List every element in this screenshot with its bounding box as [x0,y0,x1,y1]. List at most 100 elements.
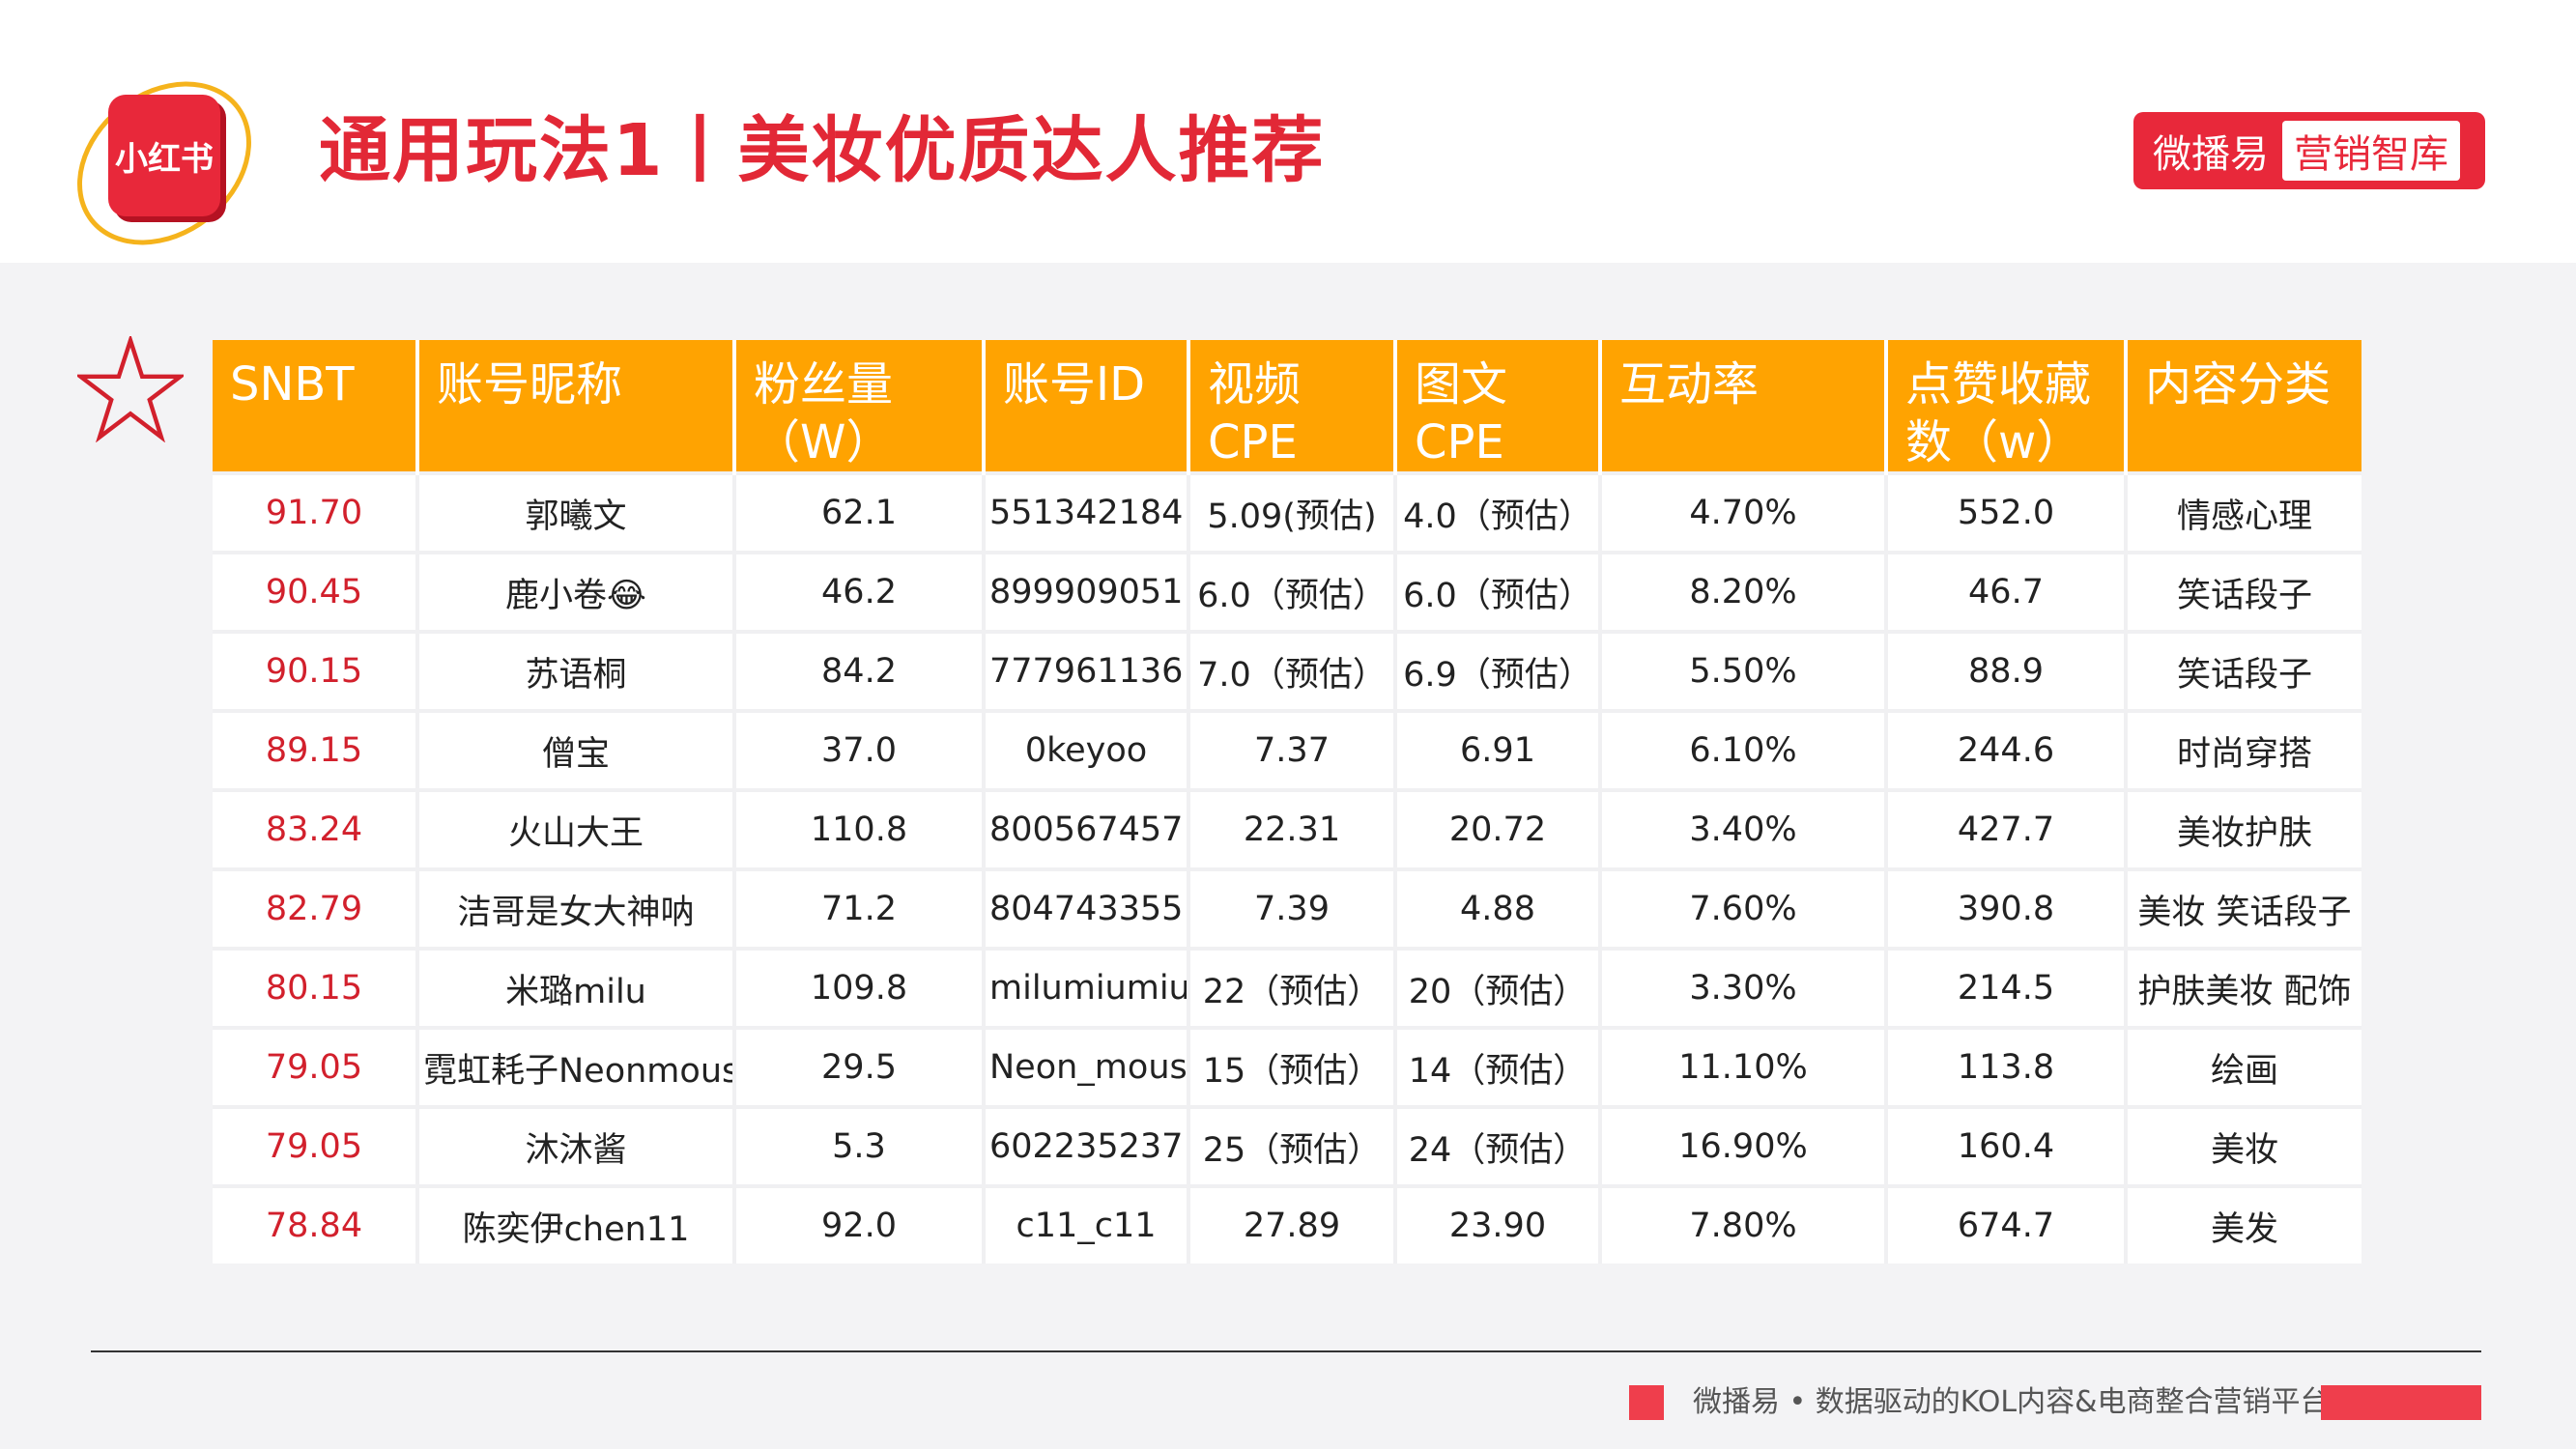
table-cell: Neon_mouse [984,1026,1190,1107]
kol-table: SNBT 账号昵称 粉丝量（W） 账号ID 视频 CPE 图文 CPE 互动率 … [213,340,2361,1264]
table-cell: 美妆 笑话段子 [2126,867,2361,949]
table-cell: 20.72 [1395,788,1602,869]
table-cell: 22（预估） [1188,947,1397,1028]
table-row: 78.84 陈奕伊chen11 92.0 c11_c11 27.89 23.90 7.80%… [213,1184,2361,1264]
table-cell: 笑话段子 [2126,551,2361,632]
table-row: 90.15 苏语桐 84.2 777961136 7.0（预估） 6.9（预估） 5.50%… [213,630,2361,711]
table-cell: 84.2 [734,630,986,711]
table-cell: 7.80% [1600,1184,1888,1264]
table-cell: 602235237 [984,1105,1190,1186]
table-cell: 4.70% [1600,471,1888,553]
brand-badge: 微播易 营销智库 [2133,112,2485,189]
table-cell: 6.0（预估） [1395,551,1602,632]
table-row: 89.15 僧宝 37.0 0keyoo 7.37 6.91 6.10% 244.6 时尚穿搭 [213,709,2361,790]
column-header: 互动率 [1600,340,1888,473]
table-cell: 24（预估） [1395,1105,1602,1186]
table-cell: 804743355 [984,867,1190,949]
table-cell: 6.9（预估） [1395,630,1602,711]
table-row: 83.24 火山大王 110.8 800567457 22.31 20.72 3.40% 42… [213,788,2361,869]
table-cell: 3.30% [1600,947,1888,1028]
table-cell: 郭曦文 [417,471,736,553]
table-cell: 6.0（预估） [1188,551,1397,632]
table-row: 79.05 沐沐酱 5.3 602235237 25（预估） 24（预估） 16.90% 16… [213,1105,2361,1186]
snbt-cell: 82.79 [213,867,419,949]
table-cell: 6.91 [1395,709,1602,790]
snbt-cell: 90.45 [213,551,419,632]
table-cell: 5.50% [1600,630,1888,711]
snbt-cell: 90.15 [213,630,419,711]
table-cell: 绘画 [2126,1026,2361,1107]
xiaohongshu-logo: 小红书 [44,47,284,279]
table-cell: 时尚穿搭 [2126,709,2361,790]
table-cell: 92.0 [734,1184,986,1264]
table-row: 90.45 鹿小卷😂 46.2 899909051 6.0（预估） 6.0（预估） 8.20… [213,551,2361,632]
table-cell: 15（预估） [1188,1026,1397,1107]
table-cell: 20（预估） [1395,947,1602,1028]
table-cell: 8.20% [1600,551,1888,632]
table-row: 82.79 洁哥是女大神呐 71.2 804743355 7.39 4.88 7.60% 39… [213,867,2361,949]
footer-square-icon [1629,1385,1664,1420]
star-icon [77,336,184,442]
table-cell: 陈奕伊chen11 [417,1184,736,1264]
snbt-cell: 79.05 [213,1105,419,1186]
table-cell: 16.90% [1600,1105,1888,1186]
footer-text: 微播易 • 数据驱动的KOL内容&电商整合营销平台 [1693,1385,2330,1419]
column-header: 图文 CPE [1395,340,1602,473]
table-cell: 7.60% [1600,867,1888,949]
table-cell: 4.0（预估） [1395,471,1602,553]
snbt-cell: 78.84 [213,1184,419,1264]
table-cell: 552.0 [1886,471,2128,553]
table-cell: 214.5 [1886,947,2128,1028]
table-cell: 46.7 [1886,551,2128,632]
column-header: SNBT [213,340,419,473]
table-cell: 88.9 [1886,630,2128,711]
column-header: 账号ID [984,340,1190,473]
table-cell: 7.0（预估） [1188,630,1397,711]
table-cell: 390.8 [1886,867,2128,949]
table-row: 91.70 郭曦文 62.1 551342184 5.09(预估) 4.0（预估） 4.70… [213,471,2361,553]
table-cell: 苏语桐 [417,630,736,711]
table-cell: 情感心理 [2126,471,2361,553]
table-cell: 23.90 [1395,1184,1602,1264]
table-cell: 14（预估） [1395,1026,1602,1107]
snbt-cell: 91.70 [213,471,419,553]
table-cell: 160.4 [1886,1105,2128,1186]
column-header: 粉丝量（W） [734,340,986,473]
table-cell: 4.88 [1395,867,1602,949]
table-cell: 46.2 [734,551,986,632]
table-cell: 沐沐酱 [417,1105,736,1186]
table-cell: 71.2 [734,867,986,949]
table-cell: 7.37 [1188,709,1397,790]
table-cell: 火山大王 [417,788,736,869]
table-cell: 113.8 [1886,1026,2128,1107]
table-cell: 鹿小卷😂 [417,551,736,632]
brand-name: 微播易 [2153,132,2269,177]
snbt-cell: 89.15 [213,709,419,790]
table-cell: 0keyoo [984,709,1190,790]
table-cell: 551342184 [984,471,1190,553]
logo-badge: 小红书 [108,95,220,216]
table-cell: 7.39 [1188,867,1397,949]
table-cell: 674.7 [1886,1184,2128,1264]
table-cell: 800567457 [984,788,1190,869]
column-header: 点赞收藏数（w） [1886,340,2128,473]
table-header-row: SNBT 账号昵称 粉丝量（W） 账号ID 视频 CPE 图文 CPE 互动率 … [213,340,2361,473]
table-cell: 777961136 [984,630,1190,711]
table-cell: 洁哥是女大神呐 [417,867,736,949]
table-cell: 22.31 [1188,788,1397,869]
footer-bar [2321,1385,2481,1420]
table-cell: 109.8 [734,947,986,1028]
table-cell: 笑话段子 [2126,630,2361,711]
table-cell: 美妆护肤 [2126,788,2361,869]
table-cell: 6.10% [1600,709,1888,790]
snbt-cell: 80.15 [213,947,419,1028]
table-cell: 美发 [2126,1184,2361,1264]
table-cell: 5.09(预估) [1188,471,1397,553]
page-title: 通用玩法1丨美妆优质达人推荐 [319,109,1326,192]
table-cell: 护肤美妆 配饰 [2126,947,2361,1028]
snbt-cell: 79.05 [213,1026,419,1107]
table-cell: 11.10% [1600,1026,1888,1107]
table-cell: 427.7 [1886,788,2128,869]
table-cell: 米璐milu [417,947,736,1028]
table-cell: c11_c11 [984,1184,1190,1264]
